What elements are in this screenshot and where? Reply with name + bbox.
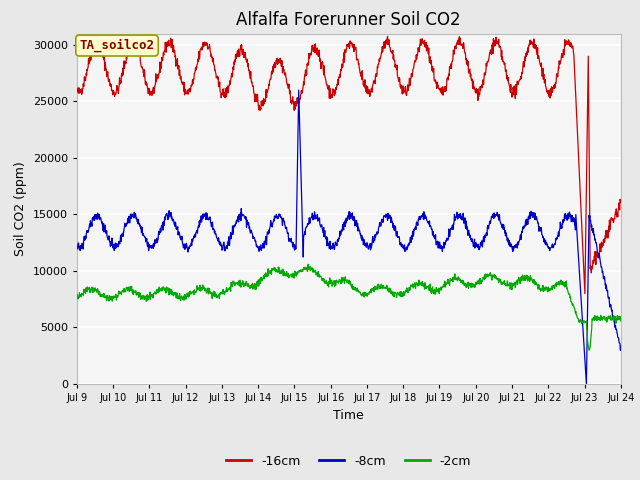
Title: Alfalfa Forerunner Soil CO2: Alfalfa Forerunner Soil CO2 — [237, 11, 461, 29]
X-axis label: Time: Time — [333, 408, 364, 421]
Text: TA_soilco2: TA_soilco2 — [79, 39, 154, 52]
Y-axis label: Soil CO2 (ppm): Soil CO2 (ppm) — [14, 161, 27, 256]
Legend: -16cm, -8cm, -2cm: -16cm, -8cm, -2cm — [221, 450, 476, 473]
